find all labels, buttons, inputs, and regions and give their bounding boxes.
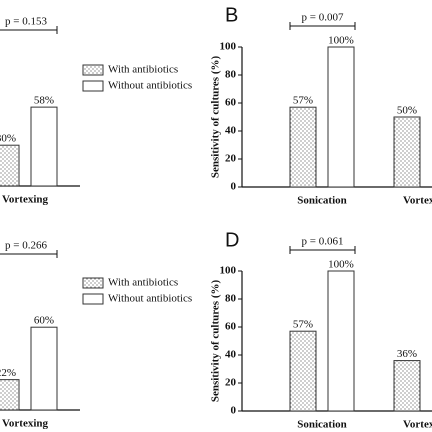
value-label: 100% [328, 35, 354, 47]
y-tick-label: 0 [231, 181, 237, 193]
y-tick-label: 40 [225, 125, 237, 137]
p-value: p = 0.266 [5, 240, 47, 252]
legend-label: With antibiotics [108, 64, 178, 76]
legend-label: Without antibiotics [108, 80, 192, 92]
bar [289, 330, 317, 412]
legend-swatch [82, 80, 104, 92]
legend-swatch [82, 64, 104, 76]
value-label: 100% [328, 259, 354, 271]
panel-letter: D [225, 229, 239, 251]
y-tick-label: 20 [225, 377, 237, 389]
legend-swatch [82, 293, 104, 305]
y-tick-label: 100 [220, 265, 237, 277]
y-tick-label: 0 [231, 405, 237, 417]
x-tick-label: Vortexing [403, 195, 432, 207]
y-tick-label: 100 [220, 41, 237, 53]
bar [0, 144, 20, 187]
bar [289, 106, 317, 188]
y-tick-label: 80 [225, 69, 237, 81]
legend-label: With antibiotics [108, 277, 178, 289]
bar [393, 116, 421, 188]
p-value: p = 0.061 [302, 236, 344, 248]
x-tick-label: Vortexing [2, 194, 49, 206]
value-label: 36% [397, 348, 417, 360]
bar [393, 360, 421, 412]
value-label: 50% [397, 105, 417, 117]
value-label: 60% [34, 315, 54, 327]
legend-swatch [82, 277, 104, 289]
bar [327, 270, 355, 412]
y-axis-label: Sensitivity of cultures (%) [210, 280, 222, 403]
y-tick-label: 60 [225, 97, 237, 109]
value-label: 57% [293, 319, 313, 331]
value-label: 57% [293, 95, 313, 107]
p-value: p = 0.153 [5, 16, 47, 28]
panel-letter: B [225, 4, 238, 26]
p-value: p = 0.007 [302, 12, 344, 24]
legend-label: Without antibiotics [108, 293, 192, 305]
y-tick-label: 40 [225, 349, 237, 361]
bar [30, 106, 58, 187]
y-axis-label: Sensitivity of cultures (%) [210, 56, 222, 179]
bar [0, 379, 20, 411]
bar [30, 326, 58, 411]
x-tick-label: Vortexing [403, 419, 432, 431]
y-tick-label: 60 [225, 321, 237, 333]
x-tick-label: Sonication [297, 195, 347, 207]
value-label: 30% [0, 133, 16, 145]
y-tick-label: 20 [225, 153, 237, 165]
value-label: 22% [0, 367, 16, 379]
x-tick-label: Vortexing [2, 418, 49, 430]
bar [327, 46, 355, 188]
value-label: 58% [34, 95, 54, 107]
y-tick-label: 80 [225, 293, 237, 305]
x-tick-label: Sonication [297, 419, 347, 431]
